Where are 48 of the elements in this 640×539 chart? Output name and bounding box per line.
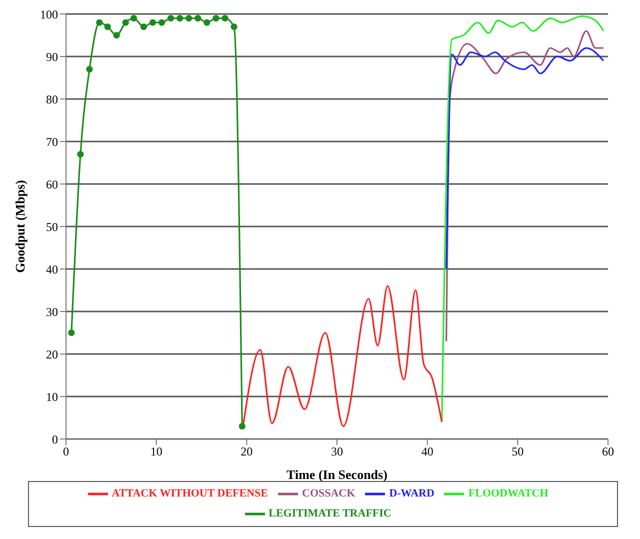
x-axis-title: Time (In Seconds) [286,467,388,482]
point [96,19,103,26]
y-axis-title: Goodput (Mbps) [12,180,28,273]
line-series [446,47,604,270]
y-tick-label: 100 [40,7,58,22]
y-tick-label: 30 [46,304,58,319]
point [104,23,111,30]
line-series [446,30,604,342]
x-tick-label: 40 [421,444,434,459]
y-tick-label: 70 [46,134,58,149]
y-tick-label: 60 [46,177,58,192]
legend-label: FLOODWATCH [468,488,548,500]
y-tick-label: 20 [46,347,58,362]
point [212,14,220,22]
point [140,23,147,30]
y-tick-label: 80 [46,92,58,106]
y-tick-label: 90 [46,50,58,64]
point [113,32,120,39]
point [238,422,246,430]
x-tick-label: 10 [150,444,162,459]
point [68,329,75,336]
x-tick-label: 50 [512,444,524,459]
y-tick-label: 40 [46,262,58,276]
legend-label: ATTACK WITHOUT DEFENSE [112,488,268,500]
point [204,19,210,26]
x-tick-label: 20 [240,444,253,459]
x-tick-label: 0 [63,444,69,459]
point [222,14,228,22]
legend-label: D-WARD [389,488,434,500]
point [149,19,156,26]
point [167,14,174,22]
point [194,14,202,22]
x-tick-label: 30 [331,444,343,459]
y-tick-label: 0 [52,432,58,446]
line-series [440,15,604,423]
legend-label: COSSACK [302,488,356,500]
point [186,14,192,22]
point [158,19,166,26]
point [230,23,238,30]
point [176,14,184,22]
point [130,14,138,22]
point [122,19,129,26]
y-tick-label: 50 [46,220,58,234]
legend-label: LEGITIMATE TRAFFIC [268,508,392,520]
y-tick-label: 10 [46,390,58,404]
point [86,66,93,73]
x-tick-label: 60 [602,444,614,459]
point [77,150,84,158]
